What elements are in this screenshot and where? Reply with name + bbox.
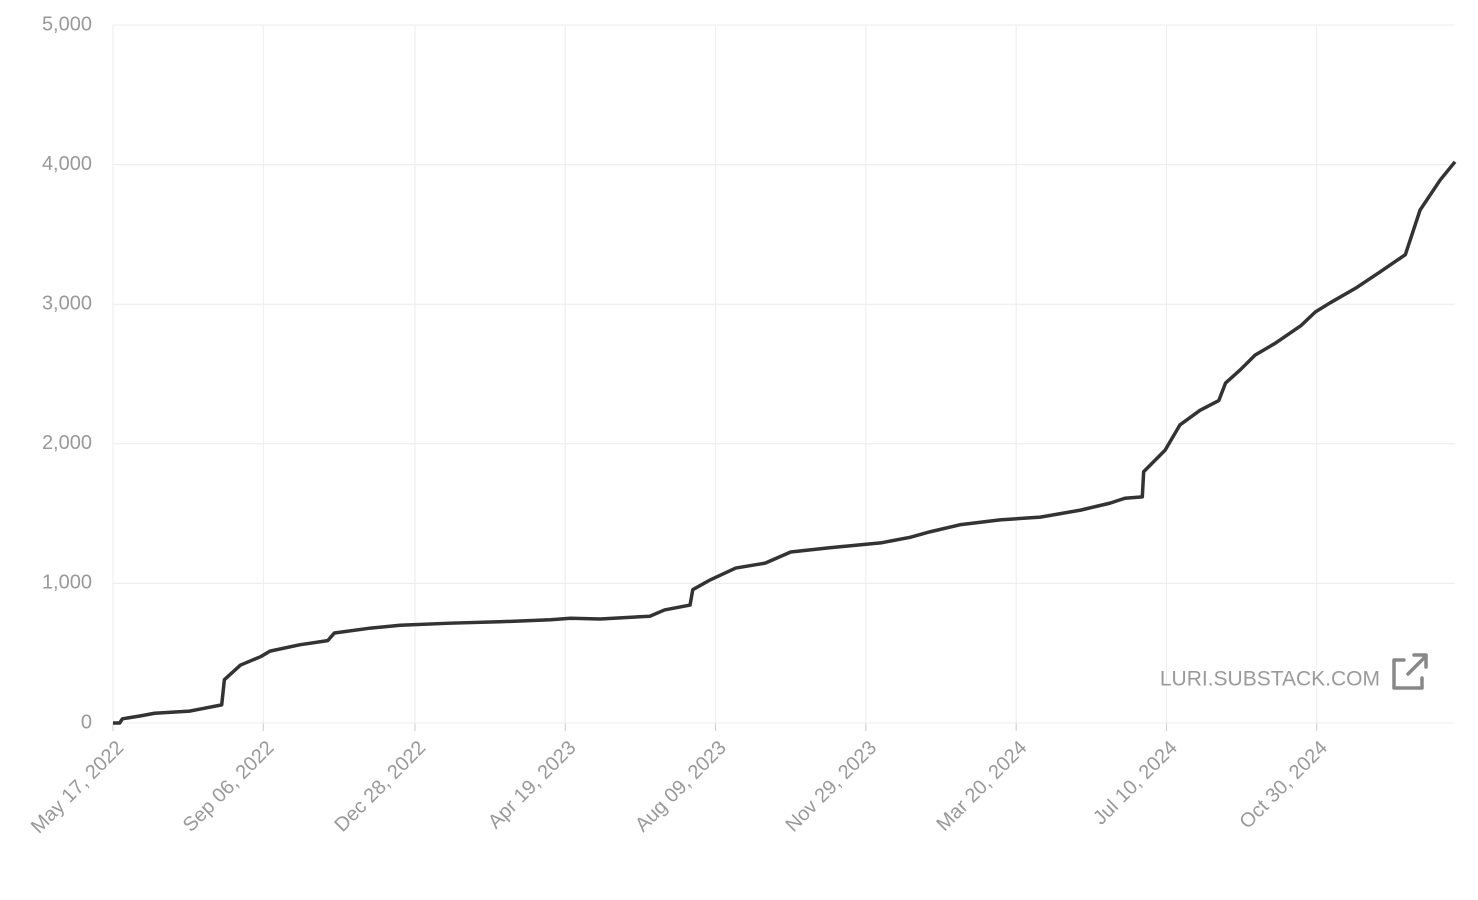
x-tick-label: Dec 28, 2022 xyxy=(331,737,431,837)
x-tick-label: Nov 29, 2023 xyxy=(781,737,881,837)
y-tick-label: 2,000 xyxy=(42,432,92,454)
x-tick-label: May 17, 2022 xyxy=(27,737,128,838)
y-tick-label: 5,000 xyxy=(42,13,92,35)
external-link-icon[interactable] xyxy=(1392,653,1428,690)
y-tick-label: 1,000 xyxy=(42,572,92,594)
y-tick-label: 3,000 xyxy=(42,292,92,314)
x-tick-label: Sep 06, 2022 xyxy=(179,737,279,837)
x-tick-label: Jul 10, 2024 xyxy=(1089,737,1182,830)
icon-box xyxy=(1392,658,1424,690)
line xyxy=(113,160,1457,725)
x-tick-label: Aug 09, 2023 xyxy=(631,737,731,837)
watermark: LURI.SUBSTACK.COM xyxy=(1160,668,1380,691)
x-tick-label: Mar 20, 2024 xyxy=(933,737,1032,836)
icon-arrow xyxy=(1406,653,1428,676)
x-tick-label: Oct 30, 2024 xyxy=(1236,737,1333,834)
y-tick-label: 4,000 xyxy=(42,153,92,175)
y-tick-label: 0 xyxy=(81,711,92,733)
x-tick-label: Apr 19, 2023 xyxy=(484,737,581,834)
